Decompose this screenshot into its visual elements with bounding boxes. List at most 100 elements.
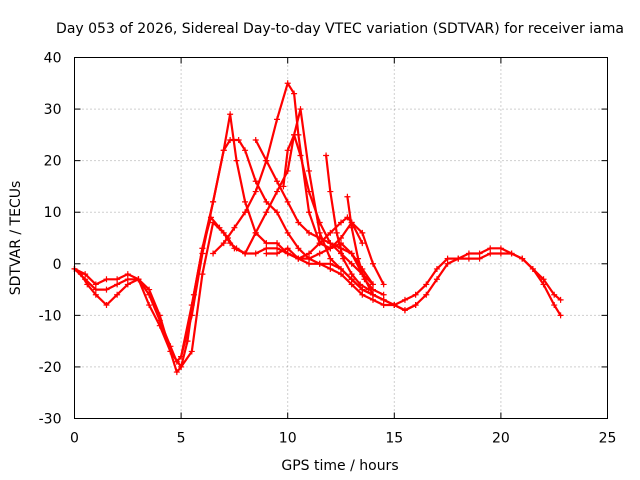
data-point-marker [297, 106, 304, 113]
data-point-marker [173, 369, 180, 376]
data-point-marker [316, 219, 323, 226]
data-point-marker [465, 255, 472, 262]
data-point-marker [274, 116, 281, 123]
data-point-marker [103, 276, 110, 283]
data-point-marker [124, 281, 131, 288]
data-point-marker [92, 281, 99, 288]
data-point-marker [280, 183, 287, 190]
data-point-marker [455, 255, 462, 262]
data-point-marker [263, 245, 270, 252]
data-point-marker [359, 271, 366, 278]
data-point-marker [233, 245, 240, 252]
data-point-marker [433, 276, 440, 283]
data-point-marker [557, 312, 564, 319]
data-point-marker [348, 271, 355, 278]
data-point-marker [508, 250, 515, 257]
data-point-marker [497, 245, 504, 252]
series-pass-6 [242, 106, 419, 314]
y-tick-label: -20 [39, 360, 62, 376]
data-point-marker [519, 255, 526, 262]
data-point-marker [327, 229, 334, 236]
data-point-marker [423, 291, 430, 298]
series-line [244, 107, 417, 312]
series-line [346, 195, 385, 296]
data-point-marker [306, 188, 313, 195]
x-tick-label: 20 [492, 431, 510, 447]
data-point-marker [274, 188, 281, 195]
data-point-marker [92, 286, 99, 293]
data-point-marker [178, 353, 185, 360]
data-point-marker [412, 291, 419, 298]
x-tick-label: 15 [385, 431, 403, 447]
data-point-marker [551, 302, 558, 309]
data-series-layer [71, 80, 564, 376]
data-point-marker [231, 224, 238, 231]
y-tick-label: 40 [44, 51, 62, 67]
x-axis-label: GPS time / hours [281, 458, 398, 474]
series-pass-8 [263, 214, 366, 262]
data-point-marker [344, 193, 351, 200]
data-point-marker [291, 90, 298, 97]
data-point-marker [369, 281, 376, 288]
data-point-marker [306, 167, 313, 174]
data-point-marker [167, 348, 174, 355]
chart-title: Day 053 of 2026, Sidereal Day-to-day VTE… [56, 21, 624, 37]
series-pass-3 [71, 219, 249, 370]
y-axis-label: SDTVAR / TECUs [8, 181, 24, 296]
data-point-marker [114, 276, 121, 283]
y-tick-label: -10 [39, 308, 62, 324]
data-point-marker [291, 131, 298, 138]
data-point-marker [235, 137, 242, 144]
data-point-marker [497, 250, 504, 257]
data-point-marker [327, 255, 334, 262]
data-point-marker [210, 250, 217, 257]
data-point-marker [529, 265, 536, 272]
data-point-marker [391, 302, 398, 309]
data-point-marker [338, 250, 344, 257]
data-point-marker [274, 178, 281, 185]
y-tick-label: -30 [39, 412, 62, 428]
data-point-marker [316, 250, 323, 257]
data-point-marker [188, 348, 195, 355]
data-point-marker [316, 229, 323, 236]
data-point-marker [359, 240, 366, 247]
data-point-marker [263, 198, 270, 205]
data-point-marker [369, 286, 376, 293]
data-point-marker [220, 147, 227, 154]
data-point-marker [540, 281, 547, 288]
data-point-marker [333, 229, 340, 236]
y-tick-label: 20 [44, 154, 62, 170]
data-point-marker [316, 235, 323, 241]
data-point-marker [227, 111, 234, 118]
x-tick-label: 0 [70, 431, 79, 447]
data-point-marker [220, 240, 227, 247]
data-point-marker [316, 240, 323, 247]
data-point-marker [178, 363, 185, 370]
data-point-marker [295, 255, 302, 262]
data-point-marker [263, 157, 270, 164]
data-point-marker [557, 296, 564, 303]
data-point-marker [242, 250, 249, 257]
data-point-marker [401, 296, 408, 303]
data-point-marker [252, 250, 259, 257]
data-point-marker [338, 219, 344, 226]
data-point-marker [476, 255, 483, 262]
data-point-marker [210, 198, 217, 205]
data-point-marker [359, 291, 366, 298]
data-point-marker [220, 229, 227, 236]
data-point-marker [380, 296, 387, 303]
series-pass-9 [323, 152, 372, 293]
data-point-marker [401, 307, 408, 314]
data-point-marker [274, 250, 281, 257]
data-point-marker [327, 188, 334, 195]
data-point-marker [103, 286, 110, 293]
data-point-marker [423, 281, 430, 288]
data-point-marker [135, 276, 142, 283]
data-point-marker [297, 152, 304, 159]
data-point-marker [355, 255, 362, 262]
data-point-marker [242, 209, 249, 216]
data-point-marker [540, 276, 547, 283]
data-point-marker [156, 322, 163, 329]
data-point-marker [103, 302, 110, 309]
